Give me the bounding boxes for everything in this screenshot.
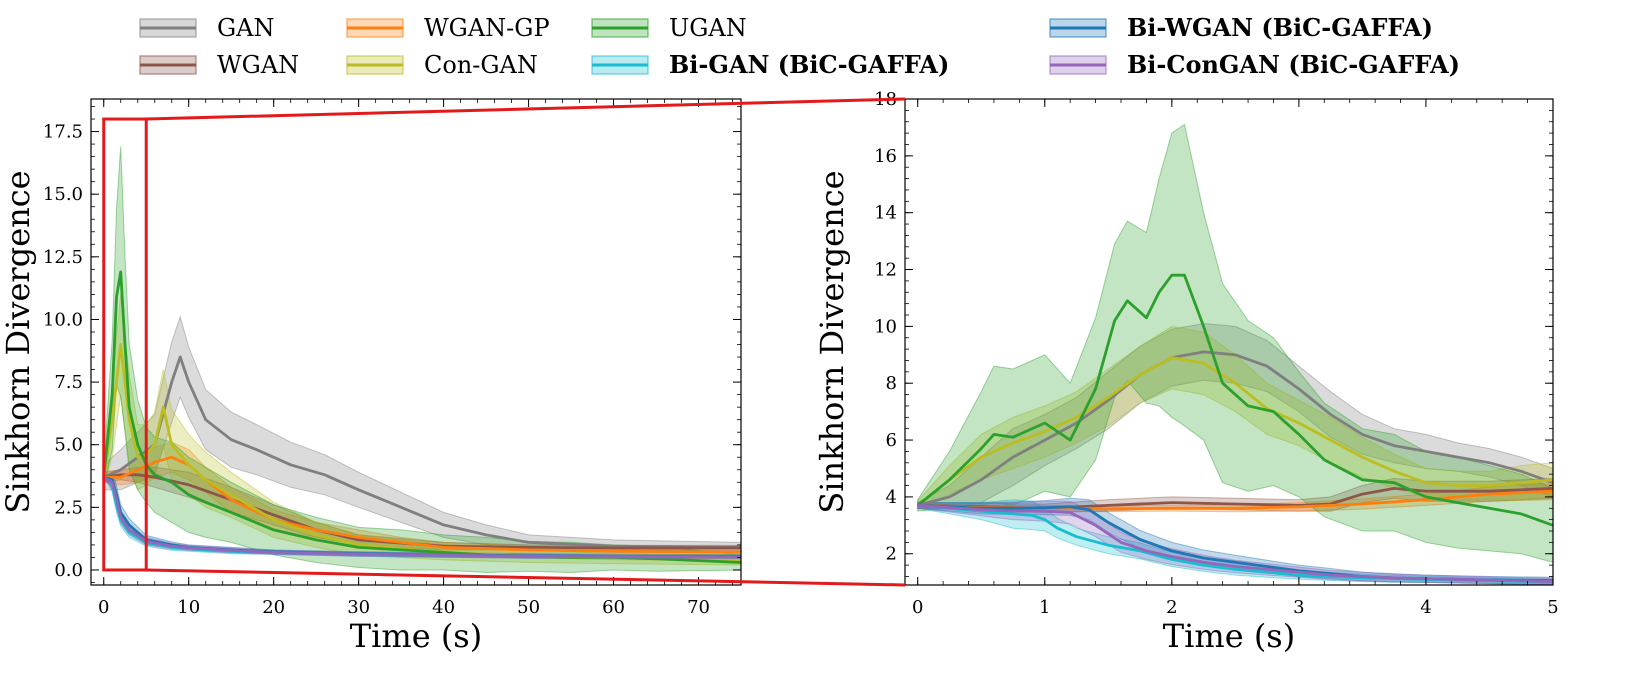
y-tick-label: 5.0 (54, 435, 83, 456)
zoom-connectors (102, 97, 906, 587)
plot-area (102, 146, 741, 574)
y-tick-label: 2 (886, 544, 897, 565)
zoom-connector-bottom (146, 568, 906, 587)
band-gan (917, 322, 1553, 509)
x-tick-label: 70 (687, 597, 710, 618)
y-axis-label: Sinkhorn Divergence (0, 170, 37, 513)
band-gan (103, 315, 741, 553)
y-tick-label: 6 (886, 430, 897, 451)
x-tick-label: 4 (1420, 597, 1431, 618)
legend-entry-bi-gan: Bi-GAN (BiC-GAFFA) (591, 50, 949, 79)
band-wgan (917, 477, 1553, 514)
legend-entry-wgan-gp: WGAN-GP (346, 14, 550, 42)
x-tick-label: 0 (98, 597, 109, 618)
series-line-con-gan (916, 356, 1553, 507)
series-line-ugan (916, 273, 1553, 527)
x-tick-label: 10 (177, 597, 200, 618)
x-tick-label: 2 (1166, 597, 1177, 618)
y-tick-label: 15.0 (43, 184, 83, 205)
legend-entry-ugan: UGAN (591, 14, 747, 42)
legend: GAN WGAN WGAN-GP Con-GAN UGAN Bi-GAN (BiC-GAF… (139, 13, 1460, 79)
series-line-bi-congan (917, 504, 1553, 583)
plot-area (916, 123, 1553, 585)
y-tick-label: 8 (886, 373, 897, 394)
series-line-gan (917, 350, 1553, 507)
x-tick-label: 0 (912, 597, 923, 618)
x-tick-label: 1 (1039, 597, 1050, 618)
legend-entry-bi-wgan: Bi-WGAN (BiC-GAFFA) (1049, 13, 1433, 42)
series-line-wgan (103, 473, 741, 550)
x-tick-label: 40 (432, 597, 455, 618)
legend-entry-wgan: WGAN (139, 51, 299, 79)
band-wgan-gp (917, 482, 1553, 513)
x-tick-label: 5 (1547, 597, 1558, 618)
legend-entry-con-gan: Con-GAN (346, 51, 538, 79)
axes-frame (90, 98, 742, 586)
legend-entry-bi-congan: Bi-ConGAN (BiC-GAFFA) (1049, 50, 1460, 79)
legend-label: Bi-WGAN (BiC-GAFFA) (1127, 13, 1433, 42)
axes-frame (904, 98, 1554, 586)
x-axis-label: Time (s) (350, 617, 482, 655)
x-tick-label: 3 (1293, 597, 1304, 618)
legend-label: UGAN (669, 14, 747, 42)
legend-label: Con-GAN (424, 51, 538, 79)
y-tick-label: 4 (886, 487, 897, 508)
x-tick-label: 30 (347, 597, 370, 618)
y-axis-label: Sinkhorn Divergence (813, 170, 851, 513)
x-tick-label: 20 (262, 597, 285, 618)
y-tick-label: 12 (874, 260, 897, 281)
band-ugan (917, 123, 1553, 563)
legend-label: WGAN (217, 51, 299, 79)
zoom-box (102, 117, 148, 572)
y-tick-label: 16 (874, 146, 897, 167)
legend-label: Bi-ConGAN (BiC-GAFFA) (1127, 50, 1460, 79)
overview-chart: 0 10 20 30 40 50 60 70 0.0 2.5 5.0 7.5 10.0 12.5 15.0 1… (0, 98, 742, 655)
y-tick-label: 17.5 (43, 122, 83, 143)
series-line-bi-congan (102, 476, 741, 559)
y-tick-label: 2.5 (54, 497, 83, 518)
legend-entry-gan: GAN (139, 14, 275, 42)
y-tick-label: 10 (874, 316, 897, 337)
legend-label: Bi-GAN (BiC-GAFFA) (669, 50, 949, 79)
x-axis-label: Time (s) (1163, 617, 1295, 655)
legend-label: WGAN-GP (424, 14, 550, 42)
y-tick-label: 12.5 (43, 247, 83, 268)
band-con-gan (103, 294, 741, 566)
y-tick-label: 10.0 (43, 309, 83, 330)
x-tick-label: 60 (602, 597, 625, 618)
legend-label: GAN (217, 14, 275, 42)
zoom-connector-top (146, 97, 906, 121)
x-tick-label: 50 (517, 597, 540, 618)
y-tick-label: 0.0 (54, 560, 83, 581)
y-tick-label: 14 (874, 203, 897, 224)
band-con-gan (917, 325, 1553, 511)
y-tick-label: 7.5 (54, 372, 83, 393)
